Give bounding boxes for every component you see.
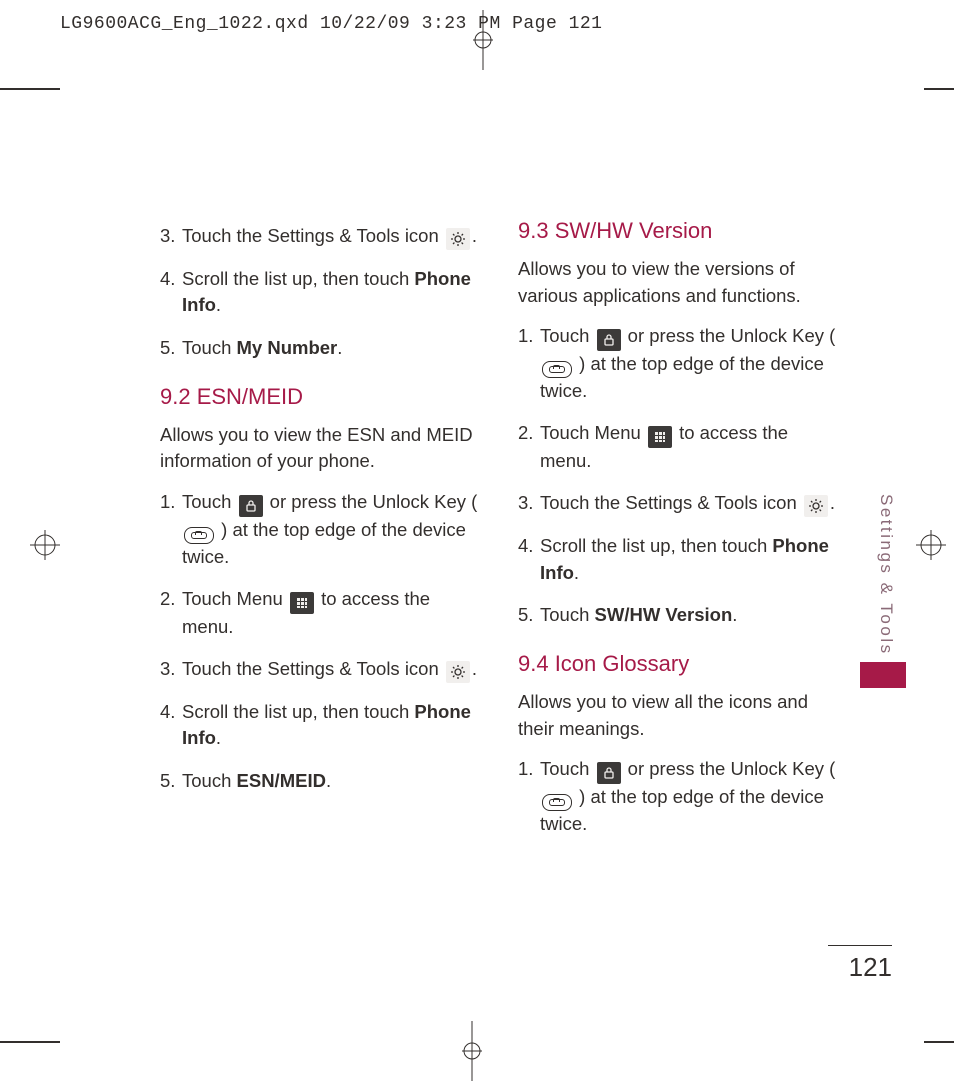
list-number: 1. — [160, 489, 182, 570]
list-item: 3.Touch the Settings & Tools icon . — [518, 490, 838, 517]
bold-term: ESN/MEID — [237, 770, 326, 791]
gear-icon — [446, 228, 470, 250]
unlock-key-icon — [184, 527, 214, 544]
list-number: 2. — [160, 586, 182, 640]
side-tab: Settings & Tools — [860, 490, 896, 690]
crop-mark-top — [473, 10, 493, 70]
bold-term: Phone Info — [540, 535, 829, 582]
list-item: 5.Touch My Number. — [160, 335, 480, 361]
list-body: Touch or press the Unlock Key ( ) at the… — [540, 756, 838, 837]
crop-line — [924, 1041, 954, 1043]
lock-icon — [597, 762, 621, 784]
list-number: 3. — [160, 656, 182, 683]
crop-line — [0, 88, 60, 90]
section-heading: 9.2 ESN/MEID — [160, 381, 480, 412]
menu-grid-icon — [648, 426, 672, 448]
list-number: 3. — [518, 490, 540, 517]
list-number: 5. — [160, 768, 182, 794]
list-body: Touch the Settings & Tools icon . — [182, 223, 480, 250]
list-number: 5. — [518, 602, 540, 628]
list-number: 5. — [160, 335, 182, 361]
crop-line — [0, 1041, 60, 1043]
list-item: 4.Scroll the list up, then touch Phone I… — [160, 266, 480, 319]
registration-mark-left — [30, 530, 60, 560]
crop-mark-bottom — [462, 1021, 482, 1081]
list-item: 4.Scroll the list up, then touch Phone I… — [160, 699, 480, 752]
list-item: 2.Touch Menu to access the menu. — [518, 420, 838, 474]
right-column: 9.3 SW/HW Version Allows you to view the… — [518, 215, 838, 853]
side-tab-bar — [860, 662, 906, 688]
section-intro: Allows you to view all the icons and the… — [518, 689, 838, 742]
bold-term: Phone Info — [182, 701, 471, 748]
list-body: Touch Menu to access the menu. — [182, 586, 480, 640]
list-body: Touch the Settings & Tools icon . — [182, 656, 480, 683]
list: 1.Touch or press the Unlock Key ( ) at t… — [160, 489, 480, 794]
list-body: Touch or press the Unlock Key ( ) at the… — [540, 323, 838, 404]
list-body: Touch My Number. — [182, 335, 480, 361]
list-item: 5.Touch SW/HW Version. — [518, 602, 838, 628]
list-item: 2.Touch Menu to access the menu. — [160, 586, 480, 640]
print-slug: LG9600ACG_Eng_1022.qxd 10/22/09 3:23 PM … — [60, 14, 602, 34]
side-tab-label: Settings & Tools — [860, 490, 896, 660]
list-body: Scroll the list up, then touch Phone Inf… — [182, 266, 480, 319]
registration-mark-right — [916, 530, 946, 560]
section-intro: Allows you to view the versions of vario… — [518, 256, 838, 309]
list: 1.Touch or press the Unlock Key ( ) at t… — [518, 756, 838, 837]
list-item: 4.Scroll the list up, then touch Phone I… — [518, 533, 838, 586]
lock-icon — [239, 495, 263, 517]
list-item: 3.Touch the Settings & Tools icon . — [160, 223, 480, 250]
list-body: Touch the Settings & Tools icon . — [540, 490, 838, 517]
list: 1.Touch or press the Unlock Key ( ) at t… — [518, 323, 838, 628]
lock-icon — [597, 329, 621, 351]
list-number: 1. — [518, 756, 540, 837]
list-number: 4. — [160, 266, 182, 319]
list: 3.Touch the Settings & Tools icon .4.Scr… — [160, 223, 480, 361]
unlock-key-icon — [542, 794, 572, 811]
list-item: 1.Touch or press the Unlock Key ( ) at t… — [518, 323, 838, 404]
page-content: 3.Touch the Settings & Tools icon .4.Scr… — [160, 215, 860, 853]
bold-term: SW/HW Version — [595, 604, 733, 625]
list-item: 1.Touch or press the Unlock Key ( ) at t… — [518, 756, 838, 837]
list-number: 3. — [160, 223, 182, 250]
list-number: 4. — [160, 699, 182, 752]
gear-icon — [446, 661, 470, 683]
list-body: Scroll the list up, then touch Phone Inf… — [182, 699, 480, 752]
list-item: 5.Touch ESN/MEID. — [160, 768, 480, 794]
section-heading: 9.4 Icon Glossary — [518, 648, 838, 679]
list-number: 1. — [518, 323, 540, 404]
list-body: Touch SW/HW Version. — [540, 602, 838, 628]
list-body: Touch or press the Unlock Key ( ) at the… — [182, 489, 480, 570]
section-intro: Allows you to view the ESN and MEID info… — [160, 422, 480, 475]
list-body: Scroll the list up, then touch Phone Inf… — [540, 533, 838, 586]
bold-term: My Number — [237, 337, 338, 358]
unlock-key-icon — [542, 361, 572, 378]
bold-term: Phone Info — [182, 268, 471, 315]
list-item: 3.Touch the Settings & Tools icon . — [160, 656, 480, 683]
list-body: Touch ESN/MEID. — [182, 768, 480, 794]
left-column: 3.Touch the Settings & Tools icon .4.Scr… — [160, 215, 480, 853]
menu-grid-icon — [290, 592, 314, 614]
section-heading: 9.3 SW/HW Version — [518, 215, 838, 246]
list-body: Touch Menu to access the menu. — [540, 420, 838, 474]
list-number: 4. — [518, 533, 540, 586]
crop-line — [924, 88, 954, 90]
gear-icon — [804, 495, 828, 517]
list-item: 1.Touch or press the Unlock Key ( ) at t… — [160, 489, 480, 570]
page-number: 121 — [828, 945, 892, 983]
list-number: 2. — [518, 420, 540, 474]
